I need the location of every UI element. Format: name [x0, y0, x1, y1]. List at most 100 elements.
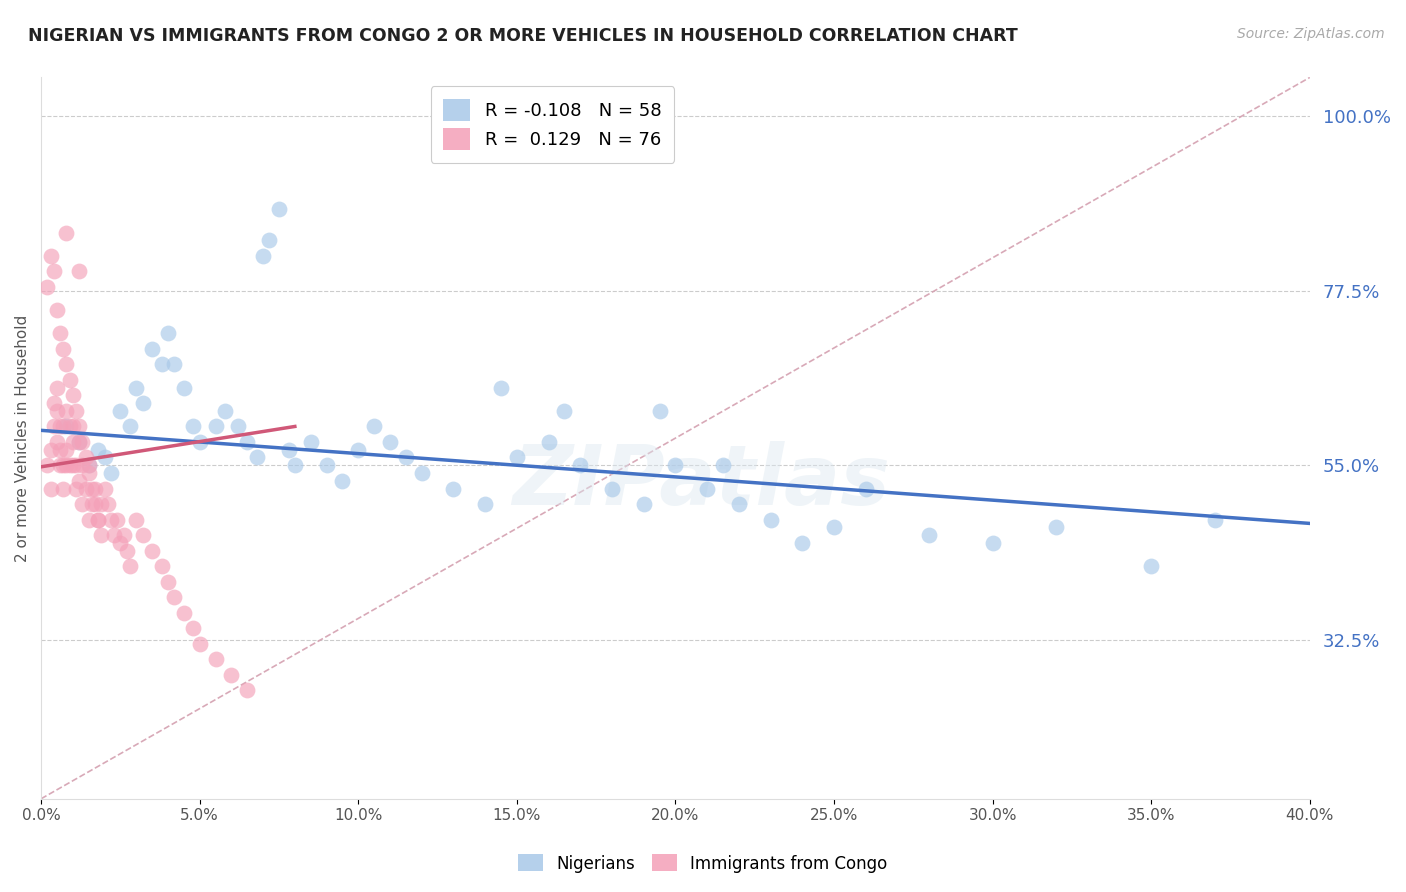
Point	[65, 458, 87, 473]
Point	[46, 381, 69, 395]
Point	[37, 458, 59, 473]
Point	[62, 419, 84, 434]
Point	[711, 458, 734, 473]
Point	[105, 512, 128, 526]
Point	[188, 434, 211, 449]
Point	[792, 536, 814, 550]
Point	[37, 280, 59, 294]
Point	[131, 528, 153, 542]
Point	[42, 264, 65, 278]
Point	[67, 474, 90, 488]
Point	[395, 450, 418, 465]
Point	[42, 419, 65, 434]
Point	[39, 482, 62, 496]
Point	[75, 482, 97, 496]
Point	[183, 621, 205, 635]
Point	[299, 434, 322, 449]
Point	[77, 458, 100, 473]
Point	[277, 442, 299, 457]
Point	[125, 381, 148, 395]
Point	[378, 434, 401, 449]
Y-axis label: 2 or more Vehicles in Household: 2 or more Vehicles in Household	[15, 315, 30, 562]
Point	[52, 419, 75, 434]
Point	[77, 466, 100, 480]
Point	[90, 528, 112, 542]
Point	[141, 543, 163, 558]
Point	[55, 226, 77, 240]
Legend: Nigerians, Immigrants from Congo: Nigerians, Immigrants from Congo	[512, 847, 894, 880]
Point	[553, 404, 575, 418]
Point	[39, 442, 62, 457]
Point	[67, 419, 90, 434]
Point	[46, 303, 69, 318]
Point	[204, 419, 226, 434]
Point	[59, 458, 82, 473]
Point	[46, 404, 69, 418]
Text: NIGERIAN VS IMMIGRANTS FROM CONGO 2 OR MORE VEHICLES IN HOUSEHOLD CORRELATION CH: NIGERIAN VS IMMIGRANTS FROM CONGO 2 OR M…	[28, 27, 1018, 45]
Point	[87, 512, 110, 526]
Point	[72, 497, 94, 511]
Text: ZIPatlas: ZIPatlas	[512, 441, 890, 522]
Point	[188, 637, 211, 651]
Point	[100, 466, 122, 480]
Point	[569, 458, 592, 473]
Point	[80, 482, 103, 496]
Point	[214, 404, 236, 418]
Point	[55, 358, 77, 372]
Point	[183, 419, 205, 434]
Point	[537, 434, 560, 449]
Point	[332, 474, 354, 488]
Point	[411, 466, 433, 480]
Point	[633, 497, 655, 511]
Point	[156, 326, 179, 341]
Point	[664, 458, 686, 473]
Point	[112, 528, 135, 542]
Point	[84, 497, 107, 511]
Point	[1140, 559, 1163, 574]
Text: Source: ZipAtlas.com: Source: ZipAtlas.com	[1237, 27, 1385, 41]
Point	[150, 559, 173, 574]
Point	[489, 381, 512, 395]
Point	[823, 520, 845, 534]
Point	[259, 233, 281, 247]
Point	[75, 450, 97, 465]
Point	[49, 419, 72, 434]
Point	[506, 450, 529, 465]
Point	[163, 590, 186, 604]
Point	[65, 404, 87, 418]
Point	[52, 458, 75, 473]
Point	[90, 497, 112, 511]
Point	[49, 442, 72, 457]
Point	[80, 497, 103, 511]
Point	[173, 606, 195, 620]
Point	[236, 683, 259, 698]
Point	[728, 497, 751, 511]
Point	[236, 434, 259, 449]
Point	[72, 434, 94, 449]
Point	[77, 458, 100, 473]
Point	[55, 419, 77, 434]
Point	[55, 458, 77, 473]
Point	[163, 358, 186, 372]
Point	[65, 482, 87, 496]
Point	[93, 482, 115, 496]
Point	[87, 512, 110, 526]
Point	[49, 326, 72, 341]
Point	[173, 381, 195, 395]
Point	[267, 202, 290, 217]
Point	[252, 249, 274, 263]
Point	[97, 497, 120, 511]
Point	[600, 482, 623, 496]
Point	[1204, 512, 1226, 526]
Point	[46, 434, 69, 449]
Point	[156, 574, 179, 589]
Point	[55, 442, 77, 457]
Point	[759, 512, 782, 526]
Point	[918, 528, 941, 542]
Point	[315, 458, 337, 473]
Point	[84, 482, 107, 496]
Point	[246, 450, 269, 465]
Point	[141, 342, 163, 356]
Point	[284, 458, 307, 473]
Point	[131, 396, 153, 410]
